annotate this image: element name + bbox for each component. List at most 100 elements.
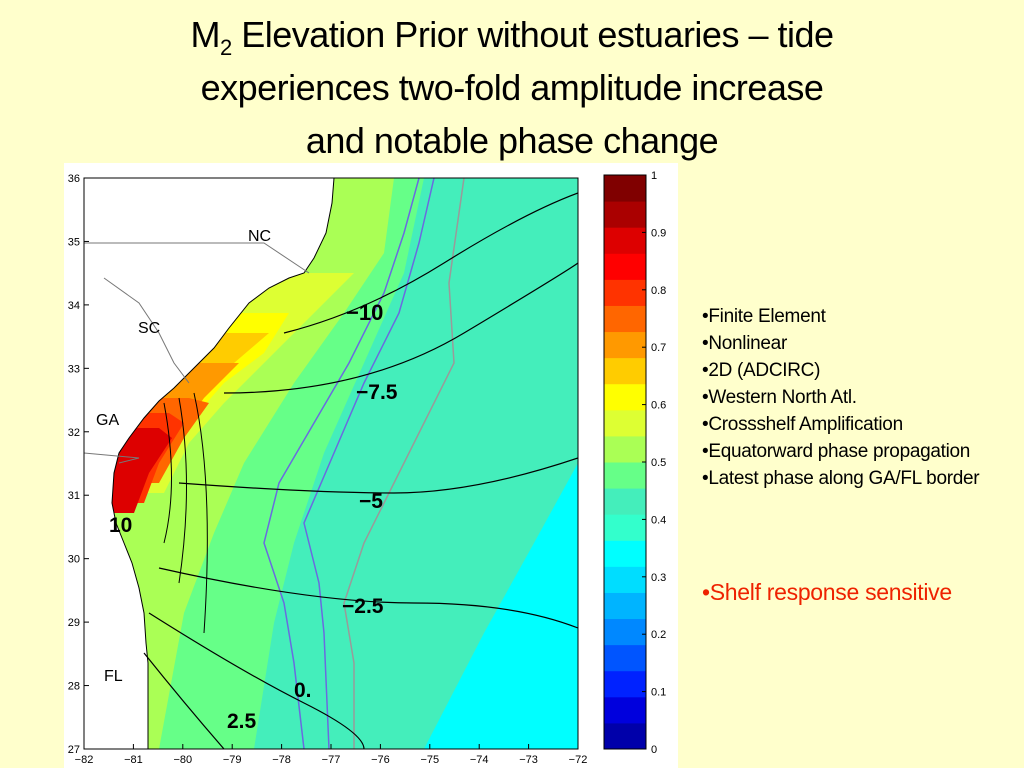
bullet-item: •Latest phase along GA/FL border <box>702 468 980 489</box>
x-tick-label: −76 <box>371 754 390 766</box>
phase-contour-minus7-5 <box>223 262 578 394</box>
y-axis-ticks: 36 35 34 33 32 31 30 29 28 27 <box>68 173 89 756</box>
x-tick-label: −80 <box>173 754 192 766</box>
colorbar-segment <box>604 670 646 698</box>
region-label-ga: GA <box>96 412 119 429</box>
colorbar-segment <box>604 253 646 280</box>
y-tick-label: 32 <box>68 427 80 439</box>
contour-label-minus10: −10 <box>346 300 383 325</box>
colorbar-segment <box>604 357 646 385</box>
x-tick-label: −82 <box>75 754 94 766</box>
x-tick-label: −79 <box>223 754 242 766</box>
colorbar-tick-label: 0.5 <box>651 457 666 469</box>
phase-contour-nearshore <box>163 392 208 634</box>
x-tick-label: −77 <box>322 754 341 766</box>
contour-label-minus7-5: −7.5 <box>356 381 398 404</box>
phase-contour-0 <box>148 612 365 749</box>
bullet-item: •2D (ADCIRC) <box>702 360 821 381</box>
title-line-3: and notable phase change <box>305 120 719 161</box>
phase-contour-2-5 <box>143 652 225 749</box>
amplitude-colorbar <box>603 174 647 750</box>
colorbar-segment <box>604 175 646 202</box>
colorbar-segment <box>604 331 646 359</box>
map-svg: −10 −7.5 −5 −2.5 0. 2.5 10 NC SC GA FL 3… <box>68 170 667 766</box>
colorbar-tick-label: 0.8 <box>651 285 666 297</box>
colorbar-ticks: 1 0.9 0.8 0.7 0.6 0.5 0.4 0.3 0.2 0.1 0 <box>642 170 666 756</box>
colorbar-segment <box>604 279 646 306</box>
colorbar-segment <box>604 514 646 541</box>
y-tick-label: 36 <box>68 173 80 185</box>
colorbar-segment <box>604 644 646 672</box>
y-tick-label: 29 <box>68 617 80 629</box>
colorbar-segment <box>604 227 646 254</box>
colorbar-segment <box>604 409 646 437</box>
colorbar-segment <box>604 566 646 593</box>
colorbar-tick-label: 0 <box>651 744 657 756</box>
tide-map-figure: −10 −7.5 −5 −2.5 0. 2.5 10 NC SC GA FL 3… <box>64 163 678 768</box>
shelf-response-note: •Shelf response sensitive <box>702 579 952 605</box>
region-label-fl: FL <box>104 668 123 685</box>
bullet-item: •Crossshelf Amplification <box>702 414 903 435</box>
colorbar-segment <box>604 435 646 463</box>
border-nc-sc <box>84 242 310 274</box>
bathymetry-line-3 <box>343 178 465 749</box>
colorbar-tick-label: 0.1 <box>651 687 666 699</box>
slide-title: M2 Elevation Prior without estuaries – t… <box>40 8 984 167</box>
contour-label-minus5: −5 <box>359 490 383 513</box>
colorbar-tick-label: 0.3 <box>651 572 666 584</box>
bullet-item: •Western North Atl. <box>702 387 857 408</box>
x-axis-ticks: −82 −81 −80 −79 −78 −77 −76 −75 −74 −73 −72 <box>75 744 588 766</box>
border-ga-fl <box>84 452 140 464</box>
bullet-item: •Finite Element <box>702 306 826 327</box>
phase-contour-minus5 <box>178 457 578 494</box>
contour-label-minus2-5: −2.5 <box>342 595 384 618</box>
y-tick-label: 34 <box>68 300 80 312</box>
title-subscript: 2 <box>219 35 232 61</box>
colorbar-segment <box>604 383 646 411</box>
x-tick-label: −72 <box>569 754 588 766</box>
y-tick-label: 35 <box>68 236 80 248</box>
phase-contour-minus2-5 <box>158 567 578 629</box>
colorbar-tick-label: 0.2 <box>651 629 666 641</box>
colorbar-tick-label: 0.9 <box>651 227 666 239</box>
colorbar-tick-label: 0.6 <box>651 400 666 412</box>
title-prefix: M <box>190 14 220 55</box>
colorbar-segment <box>604 696 646 724</box>
y-tick-label: 27 <box>68 744 80 756</box>
bathymetry-line-1 <box>263 178 420 749</box>
contour-label-10: 10 <box>109 514 132 537</box>
bullet-list: •Finite Element •Nonlinear •2D (ADCIRC) … <box>702 303 1002 492</box>
colorbar-tick-label: 1 <box>651 170 657 182</box>
title-line-2: experiences two-fold amplitude increase <box>200 67 824 108</box>
y-tick-label: 33 <box>68 363 80 375</box>
colorbar-segment <box>604 722 646 750</box>
region-label-sc: SC <box>138 320 160 337</box>
x-tick-label: −78 <box>272 754 291 766</box>
colorbar-segment <box>604 462 646 489</box>
y-tick-label: 31 <box>68 490 80 502</box>
colorbar-segment <box>604 488 646 515</box>
bullet-item: •Equatorward phase propagation <box>702 441 971 462</box>
colorbar-segment <box>604 305 646 333</box>
x-tick-label: −75 <box>420 754 439 766</box>
x-tick-label: −73 <box>519 754 538 766</box>
bathymetry-line-2 <box>303 178 435 749</box>
colorbar-tick-label: 0.7 <box>651 342 666 354</box>
phase-contour-minus10 <box>283 192 578 334</box>
colorbar-tick-label: 0.4 <box>651 514 666 526</box>
contour-label-0: 0. <box>294 679 312 702</box>
colorbar-segment <box>604 201 646 228</box>
x-tick-label: −81 <box>124 754 143 766</box>
colorbar-segment <box>604 592 646 620</box>
bullet-item: •Nonlinear <box>702 333 787 354</box>
border-sc-ga <box>103 277 190 384</box>
land-mass <box>84 178 335 749</box>
title-line-1: M2 Elevation Prior without estuaries – t… <box>40 8 984 61</box>
y-tick-label: 28 <box>68 681 80 693</box>
colorbar-segment <box>604 540 646 567</box>
colorbar-segment <box>604 618 646 646</box>
x-tick-label: −74 <box>470 754 489 766</box>
y-tick-label: 30 <box>68 554 80 566</box>
region-label-nc: NC <box>248 228 271 245</box>
contour-label-2-5: 2.5 <box>227 710 257 733</box>
